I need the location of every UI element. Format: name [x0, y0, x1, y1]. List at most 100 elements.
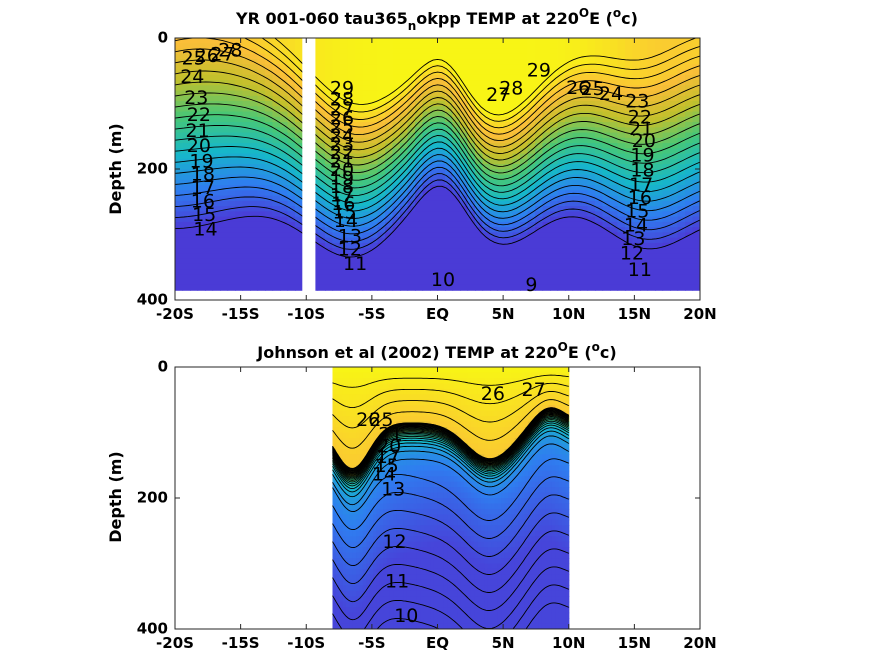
- field-cell: [427, 552, 431, 559]
- field-cell: [685, 190, 694, 197]
- field-cell: [332, 481, 337, 488]
- field-cell: [346, 405, 350, 412]
- field-cell: [349, 416, 354, 423]
- contour-label: 25: [581, 78, 605, 100]
- field-cell: [377, 127, 386, 134]
- field-cell: [595, 221, 604, 228]
- field-cell: [602, 237, 611, 244]
- field-cell: [415, 179, 424, 186]
- field-cell: [386, 514, 391, 521]
- field-cell: [550, 80, 559, 86]
- field-cell: [376, 541, 381, 548]
- field-cell: [257, 85, 266, 92]
- field-cell: [520, 253, 529, 260]
- field-cell: [392, 284, 401, 291]
- field-cell: [467, 48, 476, 55]
- field-cell: [407, 174, 416, 181]
- field-cell: [356, 508, 361, 515]
- field-cell: [175, 169, 184, 176]
- field-cell: [445, 153, 454, 160]
- field-cell: [445, 211, 454, 218]
- field-cell: [257, 248, 266, 254]
- field-cell: [366, 552, 371, 559]
- field-cell: [467, 253, 476, 260]
- field-cell: [317, 53, 326, 60]
- field-cell: [670, 221, 679, 228]
- field-cell: [557, 80, 566, 86]
- field-cell: [692, 127, 700, 134]
- field-cell: [257, 274, 266, 281]
- field-cell: [242, 221, 251, 228]
- field-cell: [373, 618, 377, 625]
- field-cell: [392, 59, 401, 65]
- field-cell: [595, 263, 604, 270]
- field-cell: [520, 143, 529, 149]
- field-cell: [362, 585, 367, 592]
- field-cell: [346, 498, 350, 505]
- field-cell: [617, 190, 626, 197]
- field-cell: [416, 503, 421, 510]
- field-cell: [352, 377, 357, 384]
- field-cell: [220, 74, 229, 81]
- field-cell: [677, 195, 686, 202]
- field-cell: [595, 237, 604, 244]
- field-cell: [352, 558, 357, 565]
- field-cell: [535, 253, 544, 260]
- field-cell: [362, 237, 371, 244]
- field-cell: [420, 525, 425, 532]
- field-cell: [227, 279, 236, 286]
- field-cell: [415, 43, 424, 50]
- field-cell: [379, 574, 384, 581]
- field-cell: [369, 519, 374, 526]
- field-cell: [610, 127, 619, 134]
- field-cell: [580, 64, 589, 71]
- field-cell: [430, 237, 439, 244]
- field-cell: [497, 158, 506, 165]
- field-cell: [430, 377, 435, 384]
- field-cell: [385, 90, 394, 97]
- field-cell: [369, 530, 374, 537]
- field-cell: [272, 274, 281, 281]
- field-cell: [595, 269, 604, 276]
- field-cell: [610, 53, 619, 60]
- field-cell: [662, 248, 671, 254]
- field-cell: [413, 399, 418, 406]
- field-cell: [377, 284, 386, 291]
- field-cell: [347, 143, 356, 149]
- field-cell: [220, 269, 229, 276]
- contour-label: 22: [187, 104, 211, 126]
- field-cell: [377, 59, 386, 65]
- field-cell: [452, 38, 461, 44]
- field-cell: [542, 227, 551, 233]
- field-cell: [355, 258, 364, 265]
- field-cell: [430, 90, 439, 97]
- field-cell: [377, 216, 386, 223]
- field-cell: [383, 612, 388, 619]
- field-cell: [356, 612, 361, 619]
- field-cell: [342, 525, 347, 532]
- field-cell: [280, 237, 289, 244]
- field-cell: [572, 211, 581, 218]
- field-cell: [396, 465, 401, 472]
- field-cell: [369, 383, 374, 390]
- field-cell: [655, 169, 664, 176]
- field-cell: [670, 95, 679, 102]
- field-cell: [376, 574, 381, 581]
- field-cell: [349, 427, 354, 434]
- field-cell: [355, 74, 364, 81]
- field-cell: [427, 541, 431, 548]
- field-cell: [587, 279, 596, 286]
- field-cell: [339, 612, 344, 619]
- field-cell: [505, 164, 514, 170]
- field-cell: [430, 179, 439, 186]
- field-cell: [370, 153, 379, 160]
- field-cell: [287, 253, 296, 260]
- field-cell: [535, 274, 544, 281]
- field-cell: [342, 448, 347, 455]
- field-cell: [527, 95, 536, 102]
- field-cell: [617, 221, 626, 228]
- field-cell: [640, 211, 649, 218]
- field-cell: [685, 169, 694, 176]
- field-cell: [332, 476, 337, 483]
- field-cell: [542, 164, 551, 170]
